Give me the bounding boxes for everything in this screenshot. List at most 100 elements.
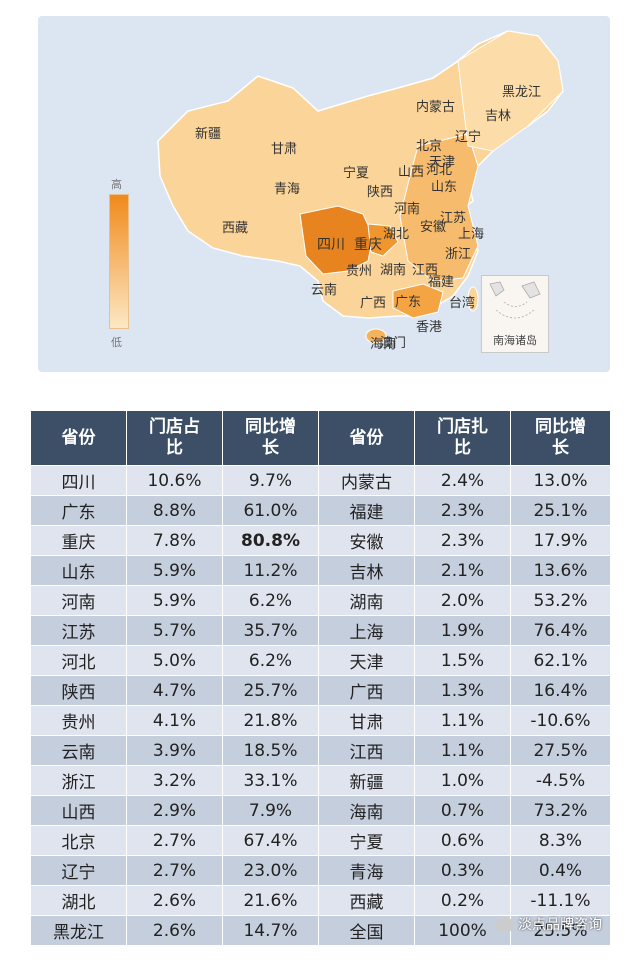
china-map-card: 高 低 南海诸岛 新疆 西藏 青海 甘肃 内蒙古 黑龙江 吉林 辽宁 北京 天津 河北 山西 山东 宁夏陕…	[38, 16, 610, 372]
table-cell: 新疆	[318, 765, 415, 796]
region-chongqing	[367, 223, 399, 257]
table-cell: -10.6%	[510, 705, 611, 736]
table-cell: 16.4%	[510, 675, 611, 706]
table-cell: 2.9%	[126, 795, 223, 826]
table-header-row: 省份 门店占 比同比增 长省份 门店扎 比同比增 长	[30, 410, 611, 466]
table-cell: 广东	[30, 495, 127, 526]
table-cell: 2.4%	[414, 465, 511, 496]
table-cell: 广西	[318, 675, 415, 706]
province-label: 山西	[398, 165, 425, 180]
province-label: 云南	[311, 283, 338, 298]
table-cell: 内蒙古	[318, 465, 415, 496]
table-cell: 73.2%	[510, 795, 611, 826]
province-label: 四川	[317, 237, 345, 253]
table-cell: 0.6%	[414, 825, 511, 856]
table-cell: 海南	[318, 795, 415, 826]
table-cell: 1.3%	[414, 675, 511, 706]
province-label: 宁夏	[343, 166, 370, 181]
south-china-sea-islands-inset: 南海诸岛	[481, 275, 549, 353]
province-label: 澳门	[380, 336, 407, 351]
table-cell: 100%	[414, 915, 511, 946]
province-label: 新疆	[195, 127, 222, 142]
table-cell: 1.9%	[414, 615, 511, 646]
table-header-cell: 同比增 长	[222, 410, 319, 466]
province-label: 台湾	[449, 296, 476, 311]
table-cell: 2.6%	[126, 885, 223, 916]
table-cell: 23.0%	[222, 855, 319, 886]
table-cell: 3.2%	[126, 765, 223, 796]
table-cell: 33.1%	[222, 765, 319, 796]
table-cell: 4.1%	[126, 705, 223, 736]
table-cell: 1.1%	[414, 705, 511, 736]
province-label: 河南	[394, 202, 421, 217]
province-label: 青海	[274, 182, 301, 197]
table-cell: 0.7%	[414, 795, 511, 826]
province-label: 安徽	[420, 220, 447, 235]
province-label: 黑龙江	[502, 85, 542, 100]
region-taiwan	[467, 286, 479, 312]
table-cell: 甘肃	[318, 705, 415, 736]
table-cell: -4.5%	[510, 765, 611, 796]
table-row: 云南 3.9% 18.5% 江西 1.1% 27.5%	[30, 735, 611, 766]
table-cell: 重庆	[30, 525, 127, 556]
wechat-icon	[496, 918, 514, 932]
province-label: 内蒙古	[416, 100, 456, 115]
watermark-text: 淡点品牌咨询	[518, 917, 602, 933]
table-cell: 14.7%	[222, 915, 319, 946]
table-body: 四川 10.6% 9.7% 内蒙古 2.4% 13.0% 广东 8.8% 61.0% 福建 2.3%…	[30, 465, 611, 946]
province-label: 广东	[395, 295, 422, 310]
table-cell: 上海	[318, 615, 415, 646]
table-cell: 湖南	[318, 585, 415, 616]
table-cell: 61.0%	[222, 495, 319, 526]
region-northeast	[457, 30, 564, 152]
store-share-table-wrap: 省份 门店占 比同比增 长省份 门店扎 比同比增 长 四川 10.6% 9.7% 内蒙古 2…	[30, 410, 611, 946]
region-hainan	[365, 328, 387, 344]
table-cell: 3.9%	[126, 735, 223, 766]
table-cell: 山西	[30, 795, 127, 826]
table-cell: 2.0%	[414, 585, 511, 616]
table-cell: 6.2%	[222, 585, 319, 616]
region-sichuan	[299, 205, 374, 275]
table-cell: 2.6%	[126, 915, 223, 946]
province-label: 江苏	[440, 211, 467, 226]
table-header-cell: 同比增 长	[510, 410, 611, 466]
table-cell: 1.1%	[414, 735, 511, 766]
province-label: 湖北	[383, 227, 410, 242]
table-cell: 1.5%	[414, 645, 511, 676]
table-cell: 7.8%	[126, 525, 223, 556]
table-cell: 62.1%	[510, 645, 611, 676]
province-label: 重庆	[354, 237, 382, 253]
province-label: 吉林	[485, 109, 512, 124]
table-cell: 浙江	[30, 765, 127, 796]
province-label: 河北	[426, 163, 453, 178]
province-label: 陕西	[367, 185, 394, 200]
province-label: 甘肃	[271, 142, 298, 157]
province-label: 香港	[416, 320, 443, 335]
table-cell: 27.5%	[510, 735, 611, 766]
table-cell: -11.1%	[510, 885, 611, 916]
table-cell: 河北	[30, 645, 127, 676]
table-cell: 8.8%	[126, 495, 223, 526]
table-cell: 吉林	[318, 555, 415, 586]
region-east	[399, 133, 479, 282]
table-cell: 2.7%	[126, 855, 223, 886]
table-cell: 21.8%	[222, 705, 319, 736]
table-row: 山东 5.9% 11.2% 吉林 2.1% 13.6%	[30, 555, 611, 586]
table-row: 河南 5.9% 6.2% 湖南 2.0% 53.2%	[30, 585, 611, 616]
china-map	[157, 30, 564, 344]
table-cell: 全国	[318, 915, 415, 946]
table-cell: 黑龙江	[30, 915, 127, 946]
table-row: 江苏 5.7% 35.7% 上海 1.9% 76.4%	[30, 615, 611, 646]
table-cell: 江西	[318, 735, 415, 766]
table-cell: 67.4%	[222, 825, 319, 856]
province-label: 贵州	[346, 264, 373, 279]
table-cell: 76.4%	[510, 615, 611, 646]
table-cell: 西藏	[318, 885, 415, 916]
province-label: 广西	[360, 296, 387, 311]
table-row: 贵州 4.1% 21.8% 甘肃 1.1% -10.6%	[30, 705, 611, 736]
table-cell: 5.9%	[126, 585, 223, 616]
table-cell: 7.9%	[222, 795, 319, 826]
table-cell: 0.2%	[414, 885, 511, 916]
islands-inset-label: 南海诸岛	[493, 334, 537, 347]
province-label: 山东	[431, 180, 458, 195]
